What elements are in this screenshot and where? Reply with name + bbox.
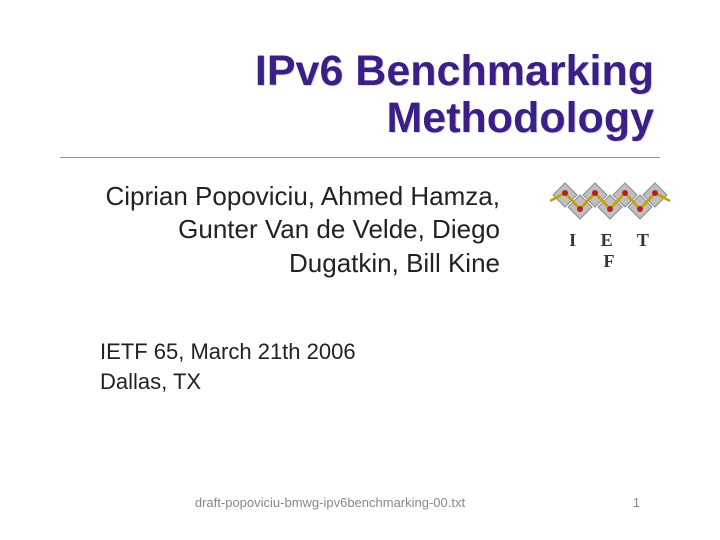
footer-page-number: 1 (580, 495, 640, 510)
authors-line-3: Dugatkin, Bill Kine (289, 248, 500, 278)
meeting-line-2: Dallas, TX (100, 369, 201, 394)
footer-filename: draft-popoviciu-bmwg-ipv6benchmarking-00… (80, 495, 580, 510)
meeting-line-1: IETF 65, March 21th 2006 (100, 339, 356, 364)
ietf-logo-graphic (544, 178, 676, 228)
title-line-1: IPv6 Benchmarking (255, 47, 654, 95)
slide-title: IPv6 Benchmarking Methodology (60, 48, 660, 158)
slide-footer: draft-popoviciu-bmwg-ipv6benchmarking-00… (0, 495, 720, 510)
authors-line-1: Ciprian Popoviciu, Ahmed Hamza, (105, 181, 500, 211)
authors-line-2: Gunter Van de Velde, Diego (178, 214, 500, 244)
ietf-logo-text: I E T F (544, 230, 676, 272)
slide: IPv6 Benchmarking Methodology Ciprian Po… (0, 0, 720, 540)
meeting-info: IETF 65, March 21th 2006 Dallas, TX (60, 337, 660, 396)
ietf-logo: I E T F (544, 178, 676, 272)
title-line-2: Methodology (386, 94, 654, 142)
